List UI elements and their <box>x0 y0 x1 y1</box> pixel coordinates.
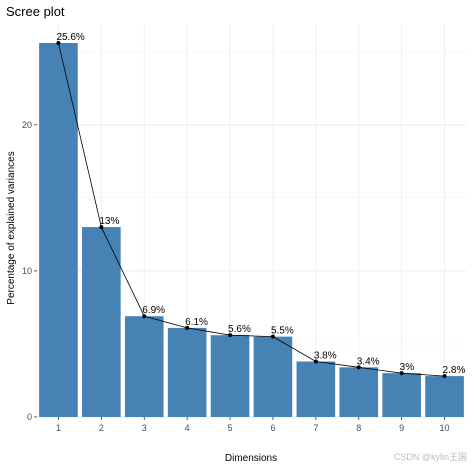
point-dim-4 <box>185 325 190 330</box>
y-axis-title: Percentage of explained variances <box>6 151 17 304</box>
bar-dim-1 <box>39 42 78 418</box>
x-tick-label: 7 <box>313 423 318 433</box>
point-dim-6 <box>270 334 275 339</box>
bar-dim-7 <box>296 361 336 417</box>
chart-title: Scree plot <box>6 4 65 19</box>
data-label-dim-6: 5.5% <box>271 326 294 337</box>
data-label-dim-4: 6.1% <box>185 317 208 328</box>
bar-dim-9 <box>382 373 421 417</box>
point-dim-5 <box>228 333 233 338</box>
data-label-dim-7: 3.8% <box>314 350 337 361</box>
bar-dim-4 <box>167 327 207 417</box>
bar-dim-10 <box>425 376 464 417</box>
point-dim-9 <box>399 371 404 376</box>
x-tick-label: 6 <box>270 423 275 433</box>
point-dim-8 <box>356 365 361 370</box>
variance-polyline <box>58 42 445 377</box>
bar-dim-5 <box>210 335 250 417</box>
data-label-dim-9: 3% <box>400 362 415 373</box>
y-tick-label: 10 <box>22 266 32 276</box>
variance-line <box>56 40 447 379</box>
x-tick-label: 8 <box>356 423 361 433</box>
data-label-dim-8: 3.4% <box>357 356 380 367</box>
watermark: CSDN @kylin王国 <box>394 452 467 462</box>
point-dim-7 <box>313 359 318 364</box>
bar-dim-3 <box>124 316 164 417</box>
x-tick-label: 4 <box>185 423 190 433</box>
y-axis-ticks: 0 10 20 <box>22 120 37 422</box>
data-label-dim-1: 25.6% <box>56 32 84 43</box>
grid-lines <box>37 24 466 418</box>
x-tick-label: 2 <box>99 423 104 433</box>
x-tick-label: 10 <box>440 423 450 433</box>
point-dim-1 <box>56 40 61 45</box>
bar-dim-2 <box>82 227 121 417</box>
x-axis-title: Dimensions <box>225 453 277 464</box>
data-label-dim-3: 6.9% <box>142 305 165 316</box>
data-labels: 25.6% 13% 6.9% 6.1% 5.6% 5.5% 3.8% 3.4% 3% 2.8% <box>56 32 465 376</box>
x-tick-label: 1 <box>56 423 61 433</box>
y-tick-label: 20 <box>22 120 32 130</box>
point-dim-10 <box>442 374 447 379</box>
bar-dim-6 <box>253 336 293 417</box>
y-tick-label: 0 <box>27 412 32 422</box>
x-tick-label: 5 <box>228 423 233 433</box>
x-axis-ticks: 1 2 3 4 5 6 7 8 9 10 <box>56 417 450 433</box>
bar-dim-8 <box>339 367 379 417</box>
point-dim-2 <box>99 225 104 230</box>
point-dim-3 <box>142 314 147 319</box>
x-tick-label: 9 <box>399 423 404 433</box>
data-label-dim-10: 2.8% <box>443 365 466 376</box>
x-tick-label: 3 <box>142 423 147 433</box>
bars <box>39 42 464 418</box>
data-label-dim-5: 5.6% <box>228 324 251 335</box>
data-label-dim-2: 13% <box>99 216 119 227</box>
